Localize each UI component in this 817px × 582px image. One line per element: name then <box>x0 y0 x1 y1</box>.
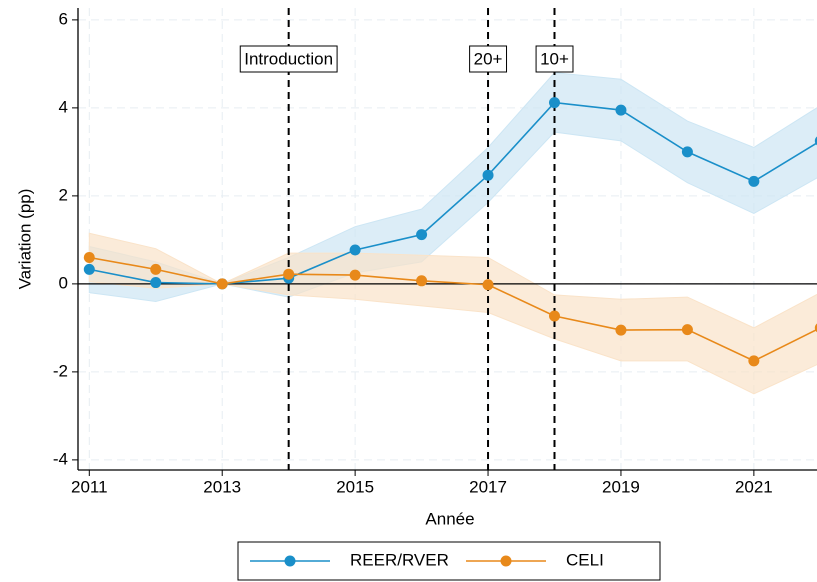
legend-label: REER/RVER <box>350 550 449 569</box>
data-point <box>748 175 760 187</box>
annotation: Introduction <box>244 49 333 68</box>
y-axis-label: Variation (pp) <box>15 189 34 290</box>
legend-marker <box>284 555 296 567</box>
data-point <box>349 244 361 256</box>
series-line <box>89 256 817 362</box>
y-tick-label: 0 <box>59 273 68 292</box>
x-tick-label: 2013 <box>203 477 241 496</box>
data-point <box>814 136 817 146</box>
data-point <box>283 268 295 280</box>
legend-label: CELI <box>566 550 604 569</box>
data-point <box>150 277 162 289</box>
data-point <box>349 269 361 281</box>
data-point <box>216 278 228 290</box>
y-tick-label: -2 <box>53 361 68 380</box>
data-point <box>416 275 428 287</box>
y-tick-label: 4 <box>59 97 68 116</box>
data-point <box>548 97 560 109</box>
confidence-band <box>88 232 817 395</box>
x-tick-label: 2019 <box>602 477 640 496</box>
data-point <box>814 323 817 333</box>
data-point <box>482 169 494 181</box>
annotation-box <box>239 45 338 73</box>
data-point <box>681 324 693 336</box>
y-tick-label: 6 <box>59 9 68 28</box>
data-point <box>416 229 428 241</box>
annotation-box <box>469 45 508 73</box>
data-point <box>748 355 760 367</box>
data-point <box>548 310 560 322</box>
annotation: 20+ <box>474 49 503 68</box>
data-point <box>681 146 693 158</box>
y-tick-label: 2 <box>59 185 68 204</box>
data-point <box>615 324 627 336</box>
data-point <box>615 104 627 116</box>
x-tick-label: 2015 <box>336 477 374 496</box>
y-tick-label: -4 <box>53 449 68 468</box>
data-point <box>83 263 95 275</box>
legend-marker <box>500 555 512 567</box>
data-point <box>482 279 494 291</box>
x-tick-label: 2011 <box>71 477 108 496</box>
annotation: 10+ <box>540 49 569 68</box>
data-point <box>83 251 95 263</box>
x-tick-label: 2021 <box>735 477 773 496</box>
series-line <box>89 101 817 285</box>
annotation-box <box>535 45 574 73</box>
data-point <box>150 263 162 275</box>
x-axis-label: Année <box>425 509 474 528</box>
x-tick-label: 2017 <box>469 477 507 496</box>
